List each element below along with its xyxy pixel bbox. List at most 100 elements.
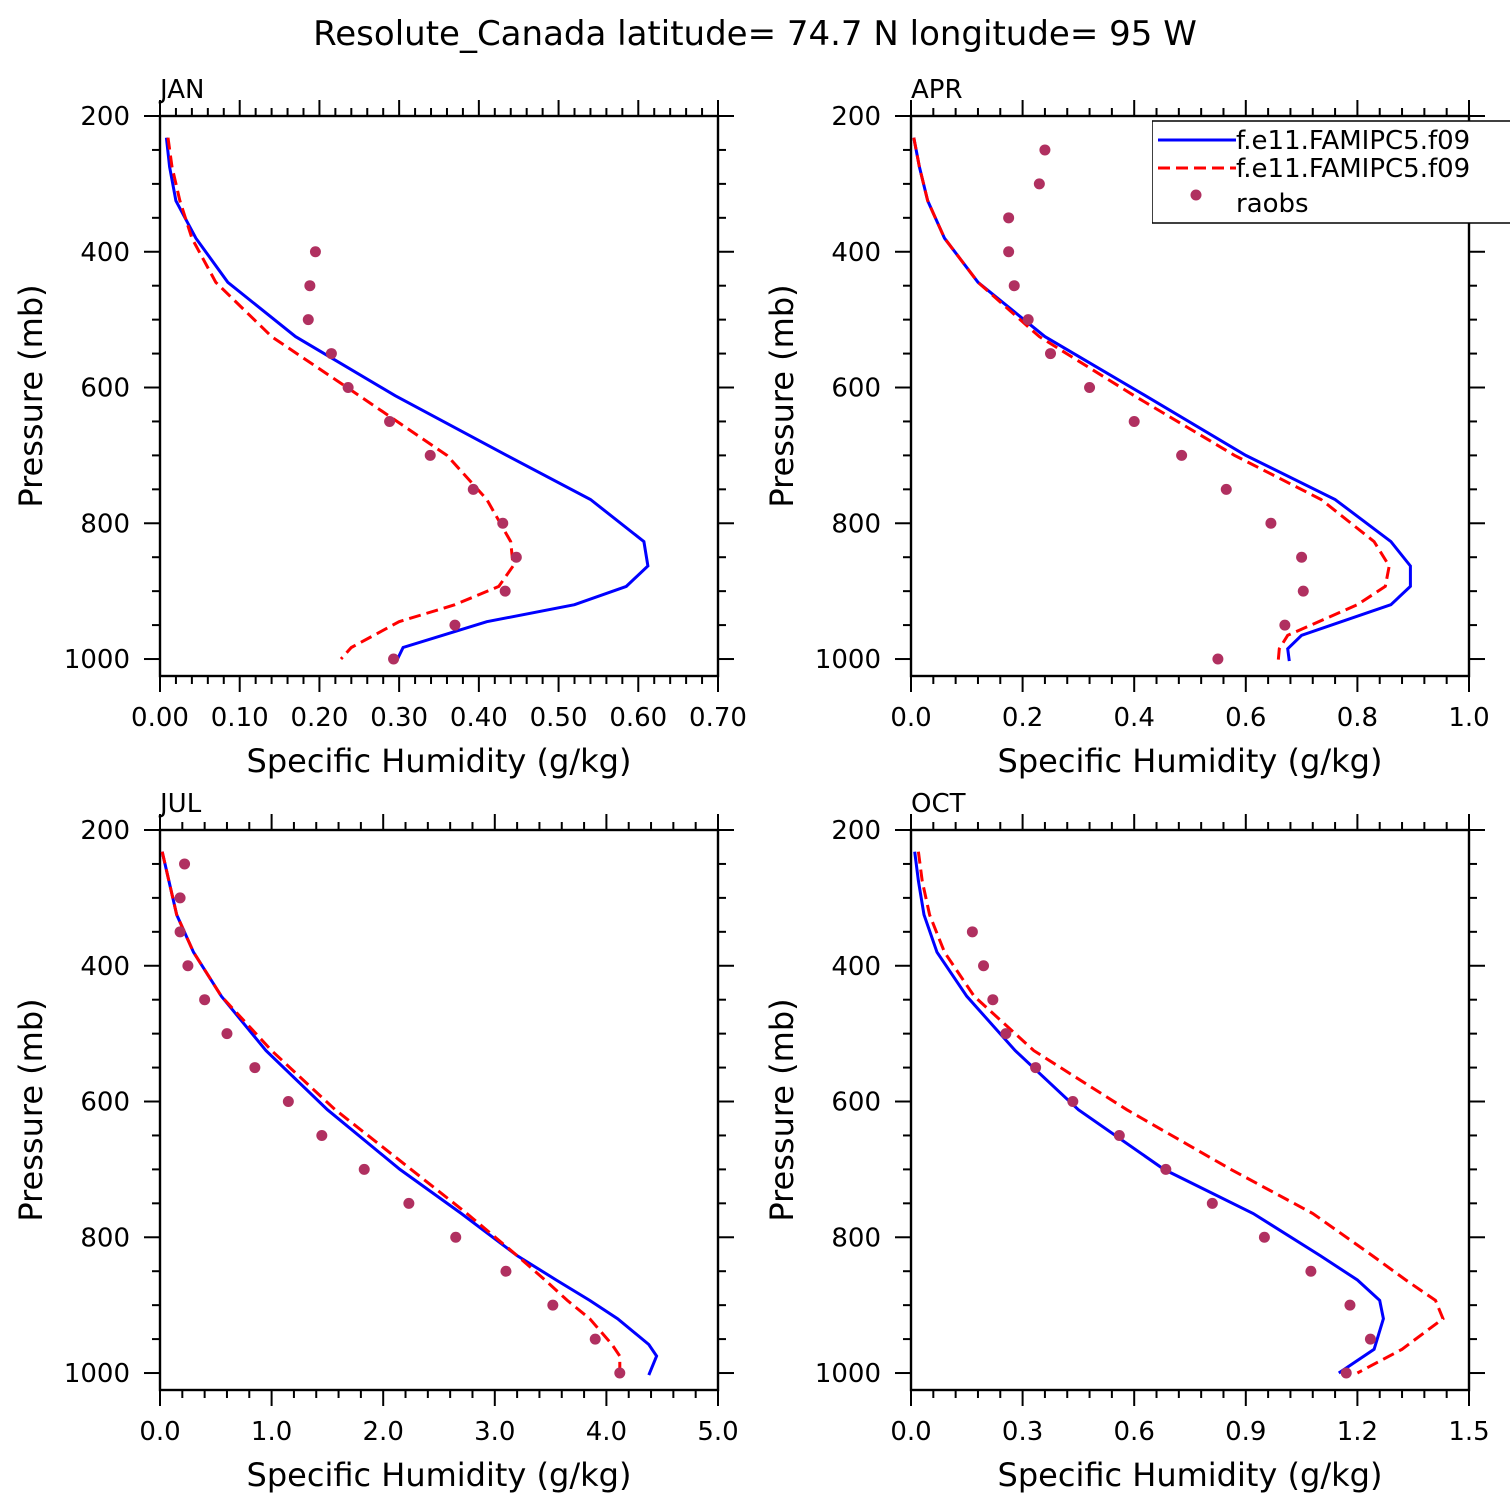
raobs-point <box>403 1197 415 1209</box>
raobs-point <box>1340 1367 1352 1379</box>
panel-label: APR <box>911 75 963 105</box>
y-tick-label: 400 <box>831 952 881 982</box>
legend-label: f.e11.FAMIPC5.f09 <box>1236 126 1470 156</box>
x-tick-label: 0.0 <box>890 1417 931 1447</box>
raobs-point <box>1364 1333 1376 1345</box>
y-tick-label: 400 <box>80 238 130 268</box>
y-tick-label: 200 <box>831 102 881 132</box>
panel-label: JAN <box>158 75 204 105</box>
raobs-point <box>1258 1231 1270 1243</box>
y-tick-label: 200 <box>831 816 881 846</box>
raobs-point <box>221 1028 233 1040</box>
panel-label: JUL <box>158 789 202 819</box>
plot-frame <box>909 114 1471 678</box>
raobs-point <box>199 994 211 1006</box>
panel-label: OCT <box>911 789 966 819</box>
series-line-solid <box>913 851 1385 1375</box>
y-axis-label: Pressure (mb) <box>12 284 50 507</box>
raobs-point <box>1296 551 1308 563</box>
raobs-point <box>987 994 999 1006</box>
x-tick-label: 0.0 <box>139 1417 180 1447</box>
x-tick-label: 4.0 <box>586 1417 627 1447</box>
raobs-point <box>589 1333 601 1345</box>
raobs-point <box>1039 144 1051 156</box>
y-tick-label: 1000 <box>64 1359 130 1389</box>
legend-label: f.e11.FAMIPC5.f09 <box>1236 154 1470 184</box>
x-tick-label: 0.70 <box>689 703 747 733</box>
x-tick-label: 0.20 <box>290 703 348 733</box>
figure-title: Resolute_Canada latitude= 74.7 N longitu… <box>313 14 1197 54</box>
raobs-point <box>384 415 396 427</box>
raobs-point <box>342 382 354 394</box>
y-tick-label: 600 <box>80 374 130 404</box>
plot-frame <box>158 828 720 1392</box>
x-tick-label: 1.2 <box>1337 1417 1378 1447</box>
chart-panel-jul: JUL 0.0 1.0 2.0 3.0 4.0 5.0 200 400 600 800 1000 Spe… <box>12 789 739 1494</box>
raobs-point <box>1297 585 1309 597</box>
raobs-point <box>174 892 186 904</box>
x-tick-label: 1.0 <box>251 1417 292 1447</box>
raobs-point <box>1045 348 1056 360</box>
raobs-point <box>388 653 400 665</box>
chart-panel-jan: JAN 0.00 0.10 0.20 0.30 0.40 0.50 0.60 0.70 200 40… <box>12 75 747 780</box>
legend-box <box>1152 120 1510 224</box>
y-tick-label: 800 <box>80 1223 130 1253</box>
raobs-point <box>1176 449 1188 461</box>
y-tick-label: 800 <box>831 509 881 539</box>
x-tick-label: 0.30 <box>370 703 428 733</box>
x-tick-label: 0.4 <box>1114 703 1155 733</box>
raobs-point <box>1003 246 1015 258</box>
raobs-point <box>1212 653 1224 665</box>
legend-label: raobs <box>1236 189 1309 219</box>
x-tick-label: 5.0 <box>697 1417 738 1447</box>
y-tick-label: 400 <box>80 952 130 982</box>
raobs-point <box>179 858 191 870</box>
x-axis-label: Specific Humidity (g/kg) <box>998 742 1383 780</box>
legend-marker-dots <box>1190 189 1202 201</box>
x-tick-label: 1.0 <box>1448 703 1489 733</box>
x-tick-label: 0.00 <box>131 703 189 733</box>
raobs-point <box>1022 314 1034 326</box>
series-line-dashed <box>916 851 1445 1375</box>
x-tick-label: 0.8 <box>1337 703 1378 733</box>
y-tick-label: 600 <box>80 1088 130 1118</box>
raobs-point <box>510 551 522 563</box>
x-tick-label: 0.2 <box>1002 703 1043 733</box>
y-tick-label: 1000 <box>815 645 881 675</box>
raobs-point <box>500 1265 512 1277</box>
raobs-point <box>1160 1163 1172 1175</box>
x-tick-label: 0.50 <box>530 703 588 733</box>
raobs-point <box>182 960 194 972</box>
y-tick-label: 1000 <box>815 1359 881 1389</box>
raobs-point <box>325 348 337 360</box>
y-tick-label: 200 <box>80 102 130 132</box>
x-tick-label: 0.60 <box>609 703 667 733</box>
y-tick-label: 1000 <box>64 645 130 675</box>
y-axis-label: Pressure (mb) <box>763 998 801 1221</box>
x-tick-label: 0.6 <box>1225 703 1266 733</box>
x-tick-label: 0.10 <box>211 703 269 733</box>
raobs-point <box>304 280 316 292</box>
raobs-point <box>1084 382 1096 394</box>
raobs-point <box>1033 178 1045 190</box>
panels: JAN 0.00 0.10 0.20 0.30 0.40 0.50 0.60 0.70 200 40… <box>12 75 1490 1494</box>
raobs-point <box>547 1299 559 1311</box>
raobs-point <box>1305 1265 1317 1277</box>
y-axis-label: Pressure (mb) <box>763 284 801 507</box>
x-axis-label: Specific Humidity (g/kg) <box>247 742 632 780</box>
raobs-point <box>1344 1299 1356 1311</box>
raobs-point <box>309 246 321 258</box>
raobs-point <box>1008 280 1020 292</box>
y-tick-label: 600 <box>831 1088 881 1118</box>
series-line-solid <box>160 851 659 1376</box>
raobs-point <box>1113 1129 1125 1141</box>
raobs-point <box>966 926 978 938</box>
x-tick-label: 2.0 <box>363 1417 404 1447</box>
raobs-point <box>1003 212 1015 224</box>
raobs-point <box>1128 415 1140 427</box>
y-tick-label: 400 <box>831 238 881 268</box>
raobs-point <box>424 449 436 461</box>
raobs-point <box>467 483 479 495</box>
